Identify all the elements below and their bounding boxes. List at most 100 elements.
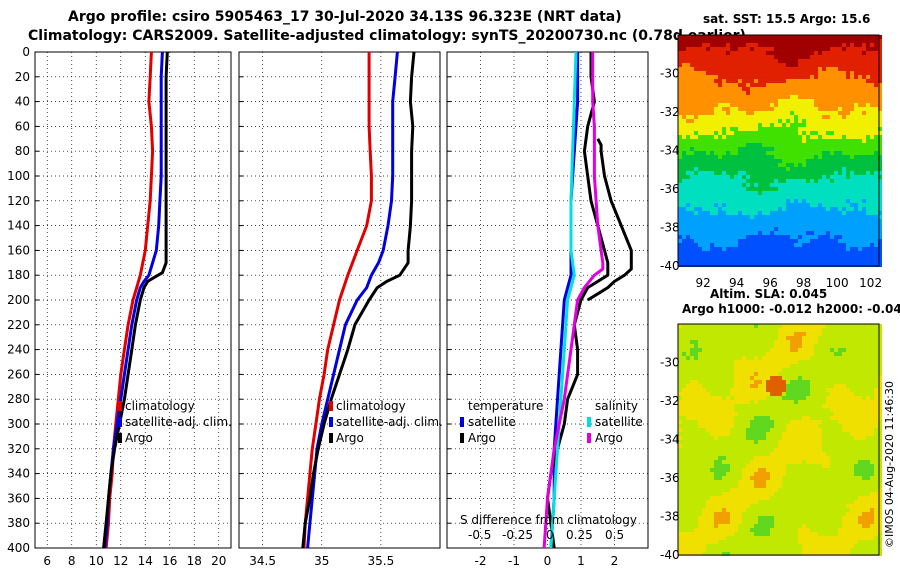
sla-cell: [754, 440, 758, 444]
sst-cell: [826, 127, 830, 131]
sst-cell: [830, 231, 834, 235]
sst-cell: [834, 155, 838, 159]
sst-cell: [750, 183, 754, 187]
sla-cell: [786, 340, 790, 344]
sst-cell: [742, 43, 746, 47]
sst-cell: [738, 123, 742, 127]
sla-cell: [678, 356, 682, 360]
sst-cell: [858, 119, 862, 123]
sst-cell: [810, 167, 814, 171]
sla-cell: [698, 524, 702, 528]
sst-cell: [798, 191, 802, 195]
sla-cell: [686, 488, 690, 492]
sla-cell: [698, 448, 702, 452]
sst-cell: [778, 111, 782, 115]
sst-cell: [790, 39, 794, 43]
sst-cell: [814, 95, 818, 99]
sst-cell: [830, 95, 834, 99]
sla-cell: [754, 464, 758, 468]
sst-cell: [778, 211, 782, 215]
sst-cell: [782, 263, 786, 267]
sla-cell: [730, 460, 734, 464]
sla-cell: [758, 388, 762, 392]
sla-cell: [710, 464, 714, 468]
sla-cell: [754, 384, 758, 388]
sst-cell: [846, 263, 850, 267]
sla-cell: [706, 340, 710, 344]
sla-cell: [690, 512, 694, 516]
sla-cell: [722, 372, 726, 376]
legend-salinity-title: salinity: [595, 399, 638, 413]
sst-cell: [718, 191, 722, 195]
sla-cell: [774, 520, 778, 524]
sla-cell: [730, 376, 734, 380]
sla-cell: [730, 336, 734, 340]
sst-cell: [798, 47, 802, 51]
sst-cell: [822, 55, 826, 59]
sst-cell: [730, 255, 734, 259]
sst-cell: [814, 151, 818, 155]
sst-cell: [878, 51, 882, 55]
sla-cell: [682, 476, 686, 480]
sst-cell: [758, 175, 762, 179]
sla-cell: [786, 384, 790, 388]
sst-cell: [838, 95, 842, 99]
sla-cell: [754, 512, 758, 516]
sst-cell: [758, 103, 762, 107]
sst-cell: [806, 135, 810, 139]
sst-cell: [850, 171, 854, 175]
sst-cell: [786, 83, 790, 87]
sla-cell: [798, 512, 802, 516]
sst-cell: [678, 143, 682, 147]
sst-cell: [778, 139, 782, 143]
sst-cell: [822, 99, 826, 103]
sst-cell: [874, 151, 878, 155]
sla-cell: [770, 336, 774, 340]
sla-cell: [746, 452, 750, 456]
sst-cell: [810, 107, 814, 111]
sst-cell: [766, 35, 770, 39]
sst-cell: [682, 51, 686, 55]
sst-cell: [846, 71, 850, 75]
sst-cell: [678, 179, 682, 183]
sla-cell: [754, 400, 758, 404]
sla-cell: [690, 488, 694, 492]
sst-cell: [714, 35, 718, 39]
sla-cell: [790, 340, 794, 344]
sla-cell: [686, 460, 690, 464]
sst-cell: [842, 155, 846, 159]
sst-cell: [806, 139, 810, 143]
sst-cell: [706, 195, 710, 199]
sla-cell: [718, 468, 722, 472]
sst-cell: [838, 243, 842, 247]
sla-cell: [682, 468, 686, 472]
sla-cell: [714, 420, 718, 424]
sst-cell: [806, 263, 810, 267]
sla-cell: [714, 512, 718, 516]
sst-cell: [734, 247, 738, 251]
sst-cell: [754, 95, 758, 99]
sla-cell: [774, 456, 778, 460]
sla-cell: [770, 480, 774, 484]
sst-cell: [678, 123, 682, 127]
sst-cell: [722, 207, 726, 211]
sla-cell: [694, 332, 698, 336]
sst-cell: [822, 47, 826, 51]
sst-cell: [750, 247, 754, 251]
sla-cell: [774, 444, 778, 448]
sst-cell: [762, 95, 766, 99]
sst-cell: [730, 247, 734, 251]
sst-cell: [710, 163, 714, 167]
sla-cell: [718, 420, 722, 424]
sla-cell: [714, 548, 718, 552]
sla-cell: [702, 452, 706, 456]
sla-cell: [782, 356, 786, 360]
sst-cell: [678, 155, 682, 159]
sst-cell: [798, 155, 802, 159]
sla-cell: [718, 400, 722, 404]
sla-cell: [678, 440, 682, 444]
sla-cell: [678, 332, 682, 336]
sla-cell: [774, 336, 778, 340]
sst-cell: [834, 183, 838, 187]
sla-cell: [726, 516, 730, 520]
